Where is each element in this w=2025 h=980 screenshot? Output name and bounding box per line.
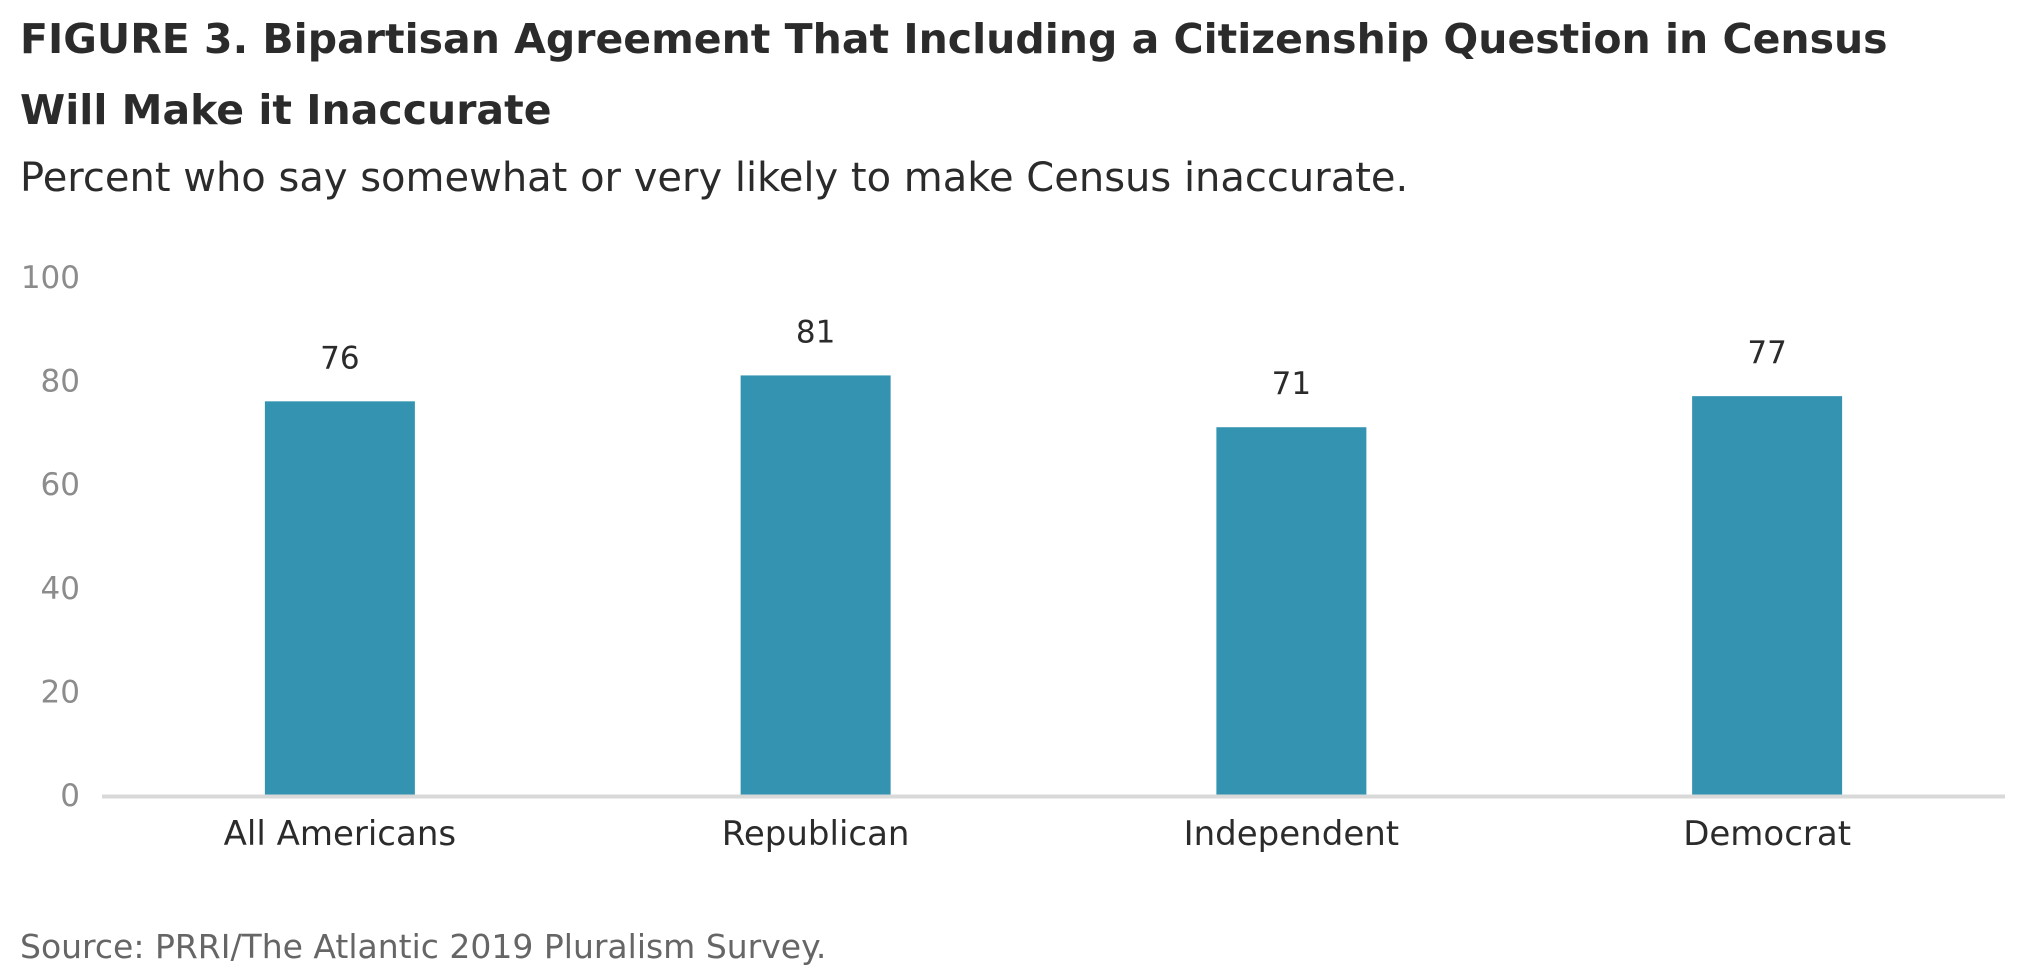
bars	[264, 375, 1843, 795]
x-category-label: Democrat	[1683, 814, 1851, 854]
bar-value-label: 77	[1747, 335, 1786, 371]
y-tick-label: 20	[41, 674, 80, 710]
x-category-label: Republican	[722, 814, 910, 854]
y-tick-label: 100	[21, 260, 80, 296]
bar-value-label: 81	[796, 314, 835, 350]
bar-value-label: 71	[1272, 366, 1311, 402]
bar-independent	[1216, 427, 1367, 795]
bar-republican	[740, 375, 891, 795]
x-category-label: All Americans	[224, 814, 456, 854]
data-labels: 76 81 71 77	[320, 314, 1787, 402]
bar-democrat	[1692, 396, 1843, 795]
bar-value-label: 76	[320, 340, 359, 376]
source-note: Source: PRRI/The Atlantic 2019 Pluralism…	[20, 927, 827, 966]
bar-chart: 0 20 40 60 80 100 76 81 71 77 All Americans Repub…	[21, 260, 2005, 854]
bar-all-americans	[264, 401, 415, 795]
y-tick-label: 60	[41, 467, 80, 503]
x-axis-labels: All Americans Republican Independent Democr…	[224, 814, 1851, 854]
y-tick-label: 80	[41, 364, 80, 400]
chart-subtitle: Percent who say somewhat or very likely …	[20, 155, 1409, 201]
x-category-label: Independent	[1184, 814, 1400, 854]
y-tick-label: 0	[60, 778, 80, 814]
y-tick-label: 40	[41, 571, 80, 607]
chart-title: FIGURE 3. Bipartisan Agreement That Incl…	[20, 15, 1888, 134]
y-axis-ticks: 0 20 40 60 80 100	[21, 260, 80, 814]
